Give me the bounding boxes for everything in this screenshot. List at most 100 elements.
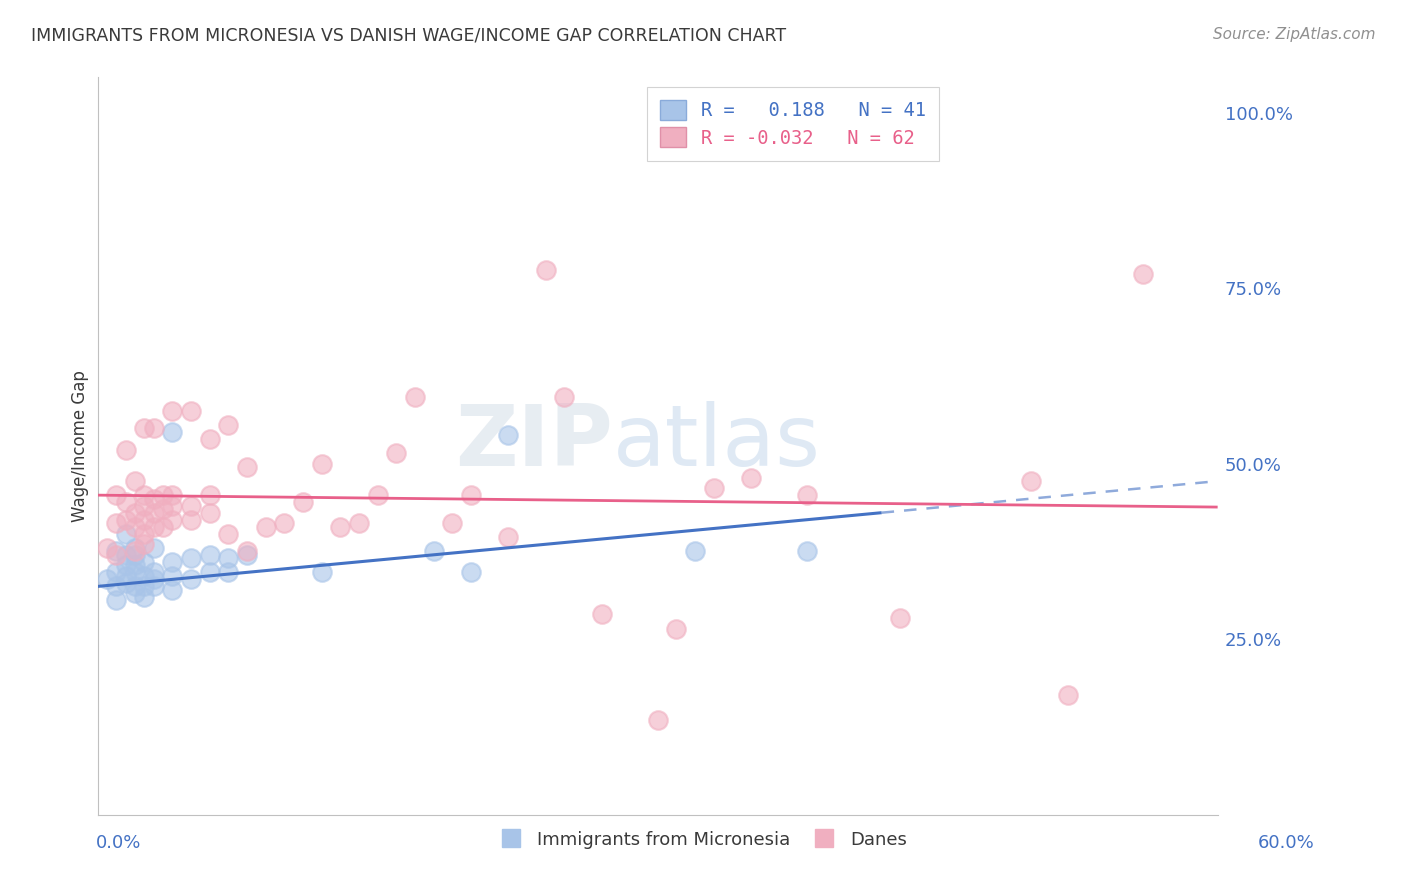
Point — [114, 569, 136, 583]
Y-axis label: Wage/Income Gap: Wage/Income Gap — [72, 370, 89, 522]
Point — [124, 566, 146, 580]
Legend: Immigrants from Micronesia, Danes: Immigrants from Micronesia, Danes — [492, 823, 914, 856]
Point — [180, 573, 202, 587]
Point — [124, 558, 146, 573]
Point — [142, 491, 165, 506]
Point — [134, 421, 156, 435]
Text: IMMIGRANTS FROM MICRONESIA VS DANISH WAGE/INCOME GAP CORRELATION CHART: IMMIGRANTS FROM MICRONESIA VS DANISH WAG… — [31, 27, 786, 45]
Point — [217, 551, 239, 566]
Point — [591, 607, 613, 622]
Point — [236, 548, 259, 562]
Point — [142, 579, 165, 593]
Point — [703, 481, 725, 495]
Point — [114, 495, 136, 509]
Point — [273, 516, 295, 531]
Point — [460, 488, 482, 502]
Point — [198, 432, 221, 446]
Point — [124, 544, 146, 558]
Point — [142, 566, 165, 580]
Point — [683, 544, 706, 558]
Point — [534, 263, 557, 277]
Point — [134, 555, 156, 569]
Point — [124, 579, 146, 593]
Point — [124, 548, 146, 562]
Point — [134, 579, 156, 593]
Point — [254, 520, 277, 534]
Point — [96, 573, 118, 587]
Point — [124, 506, 146, 520]
Point — [114, 513, 136, 527]
Text: 0.0%: 0.0% — [96, 834, 141, 852]
Point — [665, 622, 688, 636]
Point — [134, 499, 156, 513]
Point — [496, 530, 519, 544]
Point — [162, 569, 184, 583]
Point — [134, 537, 156, 551]
Text: 60.0%: 60.0% — [1258, 834, 1315, 852]
Point — [180, 551, 202, 566]
Point — [180, 513, 202, 527]
Point — [217, 566, 239, 580]
Text: atlas: atlas — [613, 401, 821, 483]
Point — [162, 488, 184, 502]
Point — [347, 516, 370, 531]
Point — [114, 575, 136, 590]
Point — [142, 520, 165, 534]
Point — [114, 442, 136, 457]
Point — [1019, 474, 1042, 488]
Point — [236, 544, 259, 558]
Point — [105, 516, 128, 531]
Point — [105, 488, 128, 502]
Point — [114, 558, 136, 573]
Point — [311, 566, 333, 580]
Point — [134, 590, 156, 604]
Point — [162, 582, 184, 597]
Point — [142, 573, 165, 587]
Point — [647, 713, 669, 727]
Point — [496, 428, 519, 442]
Point — [404, 390, 426, 404]
Point — [152, 520, 174, 534]
Point — [124, 541, 146, 555]
Point — [740, 470, 762, 484]
Point — [311, 457, 333, 471]
Point — [105, 566, 128, 580]
Point — [180, 404, 202, 418]
Point — [152, 502, 174, 516]
Point — [105, 544, 128, 558]
Point — [198, 566, 221, 580]
Point — [460, 566, 482, 580]
Point — [134, 488, 156, 502]
Point — [198, 506, 221, 520]
Point — [162, 404, 184, 418]
Point — [105, 593, 128, 607]
Point — [134, 526, 156, 541]
Point — [114, 526, 136, 541]
Point — [152, 488, 174, 502]
Point — [142, 421, 165, 435]
Point — [385, 446, 408, 460]
Point — [114, 548, 136, 562]
Point — [217, 526, 239, 541]
Point — [134, 569, 156, 583]
Point — [1132, 267, 1154, 281]
Point — [889, 611, 911, 625]
Point — [422, 544, 444, 558]
Point — [236, 460, 259, 475]
Point — [162, 499, 184, 513]
Point — [162, 425, 184, 439]
Legend: R =   0.188   N = 41, R = -0.032   N = 62: R = 0.188 N = 41, R = -0.032 N = 62 — [647, 87, 939, 161]
Point — [553, 390, 575, 404]
Point — [124, 520, 146, 534]
Point — [134, 513, 156, 527]
Point — [217, 417, 239, 432]
Point — [142, 506, 165, 520]
Point — [124, 474, 146, 488]
Point — [291, 495, 314, 509]
Point — [180, 499, 202, 513]
Point — [367, 488, 389, 502]
Point — [329, 520, 352, 534]
Point — [796, 488, 818, 502]
Point — [105, 579, 128, 593]
Text: Source: ZipAtlas.com: Source: ZipAtlas.com — [1212, 27, 1375, 42]
